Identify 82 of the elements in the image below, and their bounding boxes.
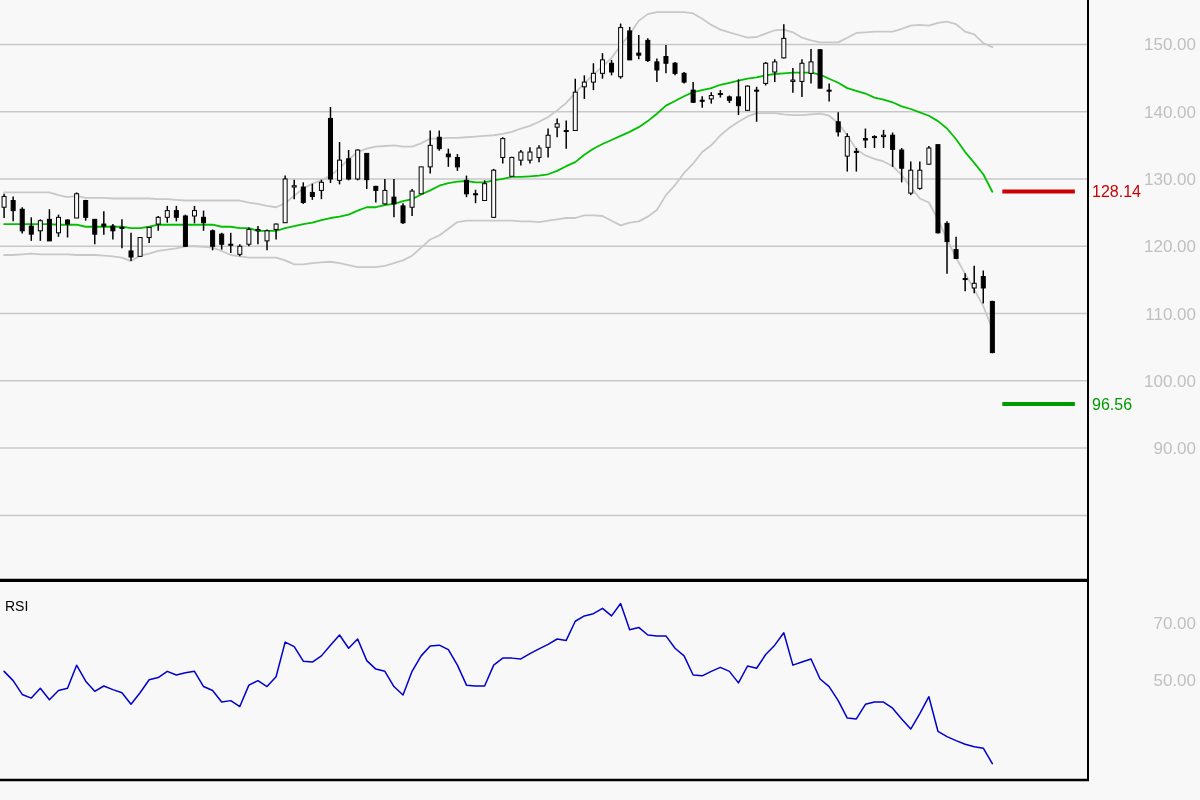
- candlestick: [400, 202, 406, 225]
- candlestick: [690, 81, 696, 104]
- candlestick: [37, 218, 43, 242]
- candlestick: [554, 117, 560, 139]
- candlestick: [463, 174, 469, 198]
- y-tick-label: 100.00: [1144, 371, 1196, 391]
- candlestick: [482, 179, 488, 202]
- candlestick: [46, 208, 52, 242]
- candlestick: [581, 74, 587, 100]
- y-tick-label: 70.00: [1153, 613, 1196, 633]
- candlestick: [754, 86, 760, 123]
- candlestick: [10, 195, 16, 223]
- candlestick: [790, 67, 796, 94]
- candlestick: [300, 181, 306, 205]
- candlestick: [128, 232, 134, 262]
- candlestick: [55, 213, 61, 238]
- candlestick: [699, 95, 705, 109]
- candlestick: [926, 145, 932, 166]
- candlestick: [137, 237, 143, 257]
- candlestick: [590, 62, 596, 91]
- candlestick: [781, 23, 787, 60]
- candlestick: [980, 269, 986, 305]
- candlestick: [201, 209, 207, 232]
- candlestick: [346, 149, 352, 182]
- candlestick: [318, 178, 324, 200]
- candlestick: [436, 129, 442, 152]
- candlestick: [382, 178, 388, 206]
- candlestick: [890, 131, 896, 168]
- candlestick: [899, 147, 905, 184]
- candlestick: [636, 34, 642, 60]
- candlestick: [119, 218, 125, 250]
- candlestick: [92, 218, 98, 245]
- y-tick-label: 140.00: [1144, 102, 1196, 122]
- text: RSI: [5, 598, 29, 614]
- ref-line-label: 96.56: [1092, 395, 1133, 413]
- candlestick: [908, 160, 914, 196]
- candlestick: [337, 141, 343, 186]
- ref-line-label: 128.14: [1092, 182, 1142, 200]
- candlestick: [65, 218, 71, 239]
- candlestick: [763, 61, 769, 87]
- y-tick-label: 120.00: [1144, 236, 1196, 256]
- candlestick: [917, 160, 923, 191]
- candlestick: [264, 228, 270, 252]
- y-tick-label: 130.00: [1144, 169, 1196, 189]
- candlestick: [19, 206, 25, 235]
- candlestick: [844, 132, 850, 173]
- candlestick: [971, 265, 977, 295]
- candlestick: [826, 82, 832, 103]
- candlestick: [246, 226, 252, 248]
- candlestick: [772, 58, 778, 83]
- candlestick: [835, 111, 841, 138]
- candlestick: [808, 48, 814, 85]
- candlestick: [373, 184, 379, 204]
- candlestick: [409, 188, 415, 217]
- y-tick-label: 50.00: [1153, 670, 1196, 690]
- y-tick-label: 90.00: [1153, 438, 1196, 458]
- candlestick: [545, 127, 551, 159]
- candlestick: [101, 210, 107, 236]
- y-tick-label: 150.00: [1144, 34, 1196, 54]
- candlestick: [563, 119, 569, 150]
- candlestick: [853, 147, 859, 173]
- candlestick: [391, 178, 397, 219]
- candlestick: [500, 136, 506, 165]
- candlestick: [645, 37, 651, 63]
- candlestick: [881, 129, 887, 149]
- candlestick: [654, 57, 660, 83]
- candlestick: [445, 147, 451, 168]
- candlestick: [599, 52, 605, 80]
- candlestick: [663, 44, 669, 75]
- candlestick: [291, 178, 297, 200]
- candlestick: [862, 127, 868, 149]
- candlestick: [28, 216, 34, 242]
- candlestick: [210, 228, 216, 252]
- candlestick: [735, 78, 741, 116]
- y-tick-label: 110.00: [1145, 304, 1196, 324]
- candlestick: [427, 129, 433, 175]
- line-series: [3, 602, 994, 765]
- candlestick: [228, 232, 234, 254]
- candlestick: [255, 225, 261, 245]
- candlestick: [962, 272, 968, 293]
- candlestick: [799, 58, 805, 98]
- candlestick: [944, 220, 950, 275]
